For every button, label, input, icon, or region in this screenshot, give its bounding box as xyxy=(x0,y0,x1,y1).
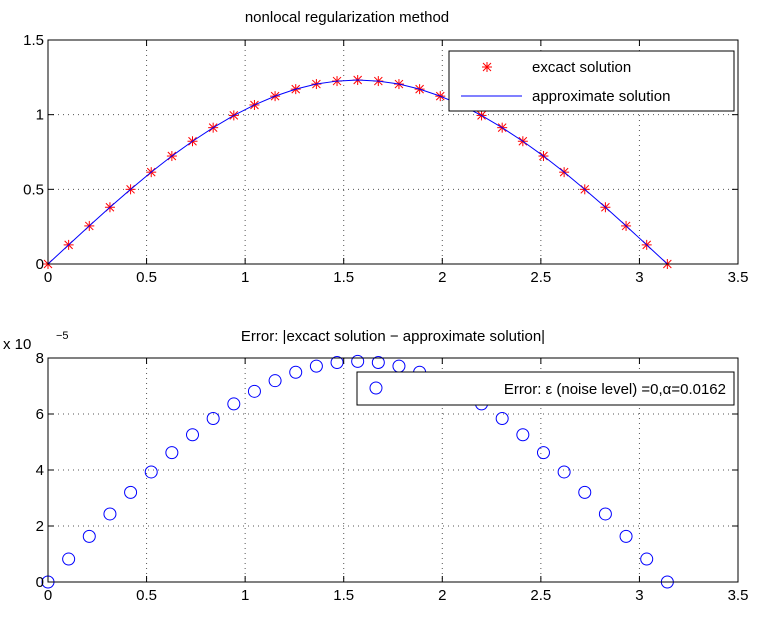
bottom-subplot: Error: |excact solution − approximate so… xyxy=(3,328,748,604)
bottom-xtick-label-1: 0.5 xyxy=(136,587,157,604)
bottom-marker-circle-14 xyxy=(330,355,344,369)
bottom-marker-circle-7 xyxy=(186,428,200,442)
top-legend-label-excact: excact solution xyxy=(532,59,631,76)
bottom-marker-circle-2 xyxy=(82,529,96,543)
bottom-marker-circle-1 xyxy=(62,552,76,566)
top-xtick-label-6: 3 xyxy=(635,269,643,286)
top-ytick-label-0: 0 xyxy=(36,256,44,273)
top-chart-title: nonlocal regularization method xyxy=(245,9,449,26)
bottom-y-scale-exponent: −5 xyxy=(56,330,69,342)
bottom-xtick-label-0: 0 xyxy=(44,587,52,604)
bottom-marker-circle-11 xyxy=(268,374,282,388)
top-legend-box xyxy=(448,50,735,112)
bottom-xtick-label-2: 1 xyxy=(241,587,249,604)
top-xtick-label-1: 0.5 xyxy=(136,269,157,286)
bottom-marker-circle-12 xyxy=(289,365,303,379)
top-ytick-label-3: 1.5 xyxy=(23,32,44,49)
bottom-ytick-label-3: 6 xyxy=(36,406,44,423)
bottom-ytick-label-1: 2 xyxy=(36,518,44,535)
bottom-xtick-label-6: 3 xyxy=(635,587,643,604)
bottom-chart-title: Error: |excact solution − approximate so… xyxy=(241,328,545,345)
top-legend-label-approx: approximate solution xyxy=(532,88,670,105)
bottom-xtick-label-7: 3.5 xyxy=(728,587,749,604)
bottom-marker-circle-27 xyxy=(598,507,612,521)
top-ytick-label-1: 0.5 xyxy=(23,181,44,198)
bottom-legend-label: Error: ε (noise level) =0,α=0.0162 xyxy=(504,381,726,398)
top-series-line-approx xyxy=(47,79,668,265)
bottom-marker-circle-16 xyxy=(371,355,385,369)
bottom-marker-circle-26 xyxy=(578,485,592,499)
bottom-ytick-label-4: 8 xyxy=(36,350,44,367)
bottom-marker-circle-10 xyxy=(247,384,261,398)
top-ticks: 0 0.5 1 1.5 2 2.5 3 3.5 0 0.5 1 1.5 xyxy=(23,32,748,286)
bottom-marker-circle-15 xyxy=(351,354,365,368)
top-xtick-label-5: 2.5 xyxy=(530,269,551,286)
bottom-ytick-label-2: 4 xyxy=(36,462,44,479)
bottom-marker-circle-13 xyxy=(309,359,323,373)
top-subplot: nonlocal regularization method 0 0.5 1 1.5 2… xyxy=(23,9,748,286)
bottom-xtick-label-4: 2 xyxy=(438,587,446,604)
top-xtick-label-7: 3.5 xyxy=(728,269,749,286)
top-xtick-label-0: 0 xyxy=(44,269,52,286)
bottom-marker-circle-24 xyxy=(536,446,550,460)
bottom-marker-circle-23 xyxy=(516,428,530,442)
bottom-legend-box xyxy=(356,371,735,406)
top-xtick-label-3: 1.5 xyxy=(333,269,354,286)
bottom-xtick-label-3: 1.5 xyxy=(333,587,354,604)
bottom-marker-circle-5 xyxy=(144,465,158,479)
bottom-legend: Error: ε (noise level) =0,α=0.0162 xyxy=(356,371,735,406)
bottom-marker-circle-29 xyxy=(640,552,654,566)
top-series-layer xyxy=(43,75,673,269)
bottom-marker-circle-8 xyxy=(206,411,220,425)
bottom-ytick-label-0: 0 xyxy=(36,574,44,591)
top-grid xyxy=(48,40,738,264)
bottom-marker-circle-9 xyxy=(227,397,241,411)
bottom-grid xyxy=(48,358,738,582)
bottom-ticks: 0 0.5 1 1.5 2 2.5 3 3.5 0 2 4 6 8 xyxy=(36,350,749,604)
bottom-marker-circle-28 xyxy=(619,529,633,543)
bottom-marker-circle-22 xyxy=(495,411,509,425)
bottom-marker-circle-4 xyxy=(124,485,138,499)
bottom-xtick-label-5: 2.5 xyxy=(530,587,551,604)
bottom-marker-circle-3 xyxy=(103,507,117,521)
bottom-marker-circle-6 xyxy=(165,446,179,460)
top-axes-frame xyxy=(47,39,739,265)
top-xtick-label-2: 1 xyxy=(241,269,249,286)
bottom-legend-marker xyxy=(369,381,383,395)
bottom-y-scale-label: x 10 xyxy=(3,336,31,353)
bottom-marker-circle-25 xyxy=(557,465,571,479)
top-legend-marker-excact xyxy=(482,62,492,72)
top-legend: excact solution approximate solution xyxy=(448,50,735,112)
top-ytick-label-2: 1 xyxy=(36,107,44,124)
top-xtick-label-4: 2 xyxy=(438,269,446,286)
